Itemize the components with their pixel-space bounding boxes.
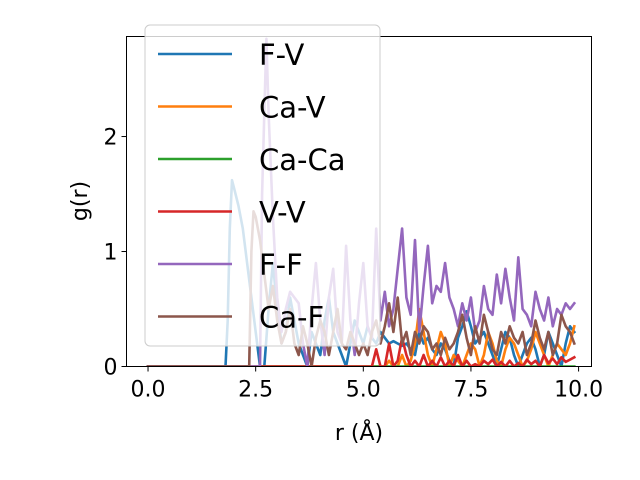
y-axis-label: g(r) [68,181,93,221]
legend-label-f-f: F-F [259,248,303,282]
y-tick-label: 2 [104,126,118,151]
y-tick-label: 0 [104,356,118,381]
x-tick-label: 7.5 [453,378,488,403]
legend-label-v-v: V-V [259,196,306,230]
legend-label-f-v: F-V [259,38,304,72]
legend-label-ca-v: Ca-V [259,91,326,125]
legend: F-V Ca-V Ca-Ca V-V F-F Ca-F [144,24,381,347]
series-line-ca-v [146,307,576,367]
legend-label-ca-ca: Ca-Ca [259,143,346,177]
legend-box [144,24,381,347]
legend-label-ca-f: Ca-F [259,301,324,335]
x-tick-label: 0.0 [131,378,166,403]
x-tick-label: 5.0 [346,378,381,403]
ticks-layer: 0.0 2.5 5.0 7.5 10.0 0 1 2 [104,126,604,403]
x-tick-label: 10.0 [554,378,603,403]
x-tick-label: 2.5 [238,378,273,403]
y-tick-label: 1 [104,241,118,266]
x-axis-label: r (Å) [335,419,383,446]
